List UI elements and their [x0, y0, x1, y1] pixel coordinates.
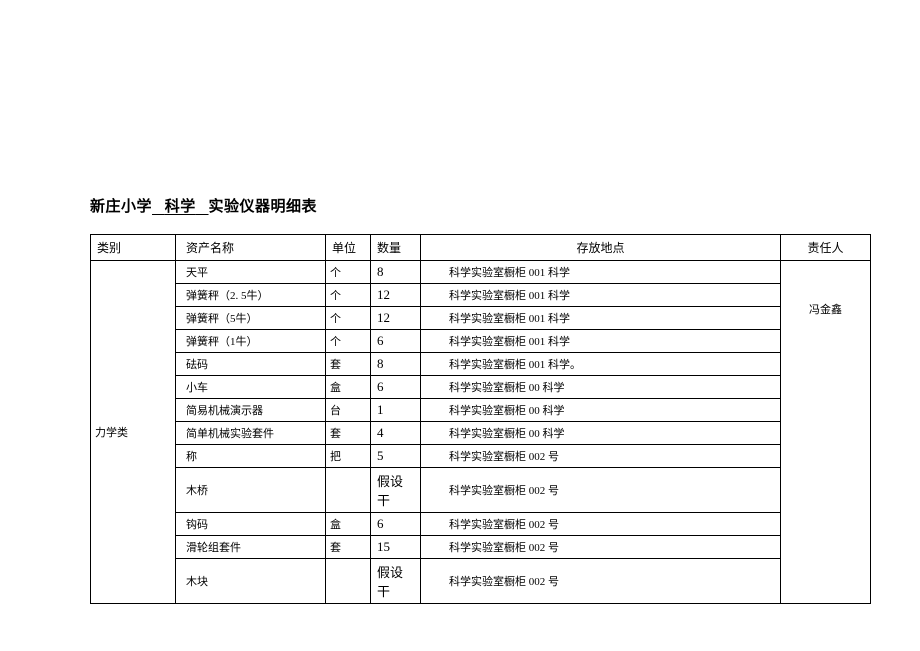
asset-location: 科学实验室橱柜 002 号 — [421, 513, 781, 536]
asset-unit: 个 — [326, 284, 371, 307]
page-title: 新庄小学 科学 实验仪器明细表 — [90, 195, 870, 216]
asset-name: 天平 — [176, 261, 326, 284]
asset-qty: 4 — [371, 422, 421, 445]
table-row: 钩码 盒 6 科学实验室橱柜 002 号 — [91, 513, 871, 536]
table-row: 弹簧秤（1牛） 个 6 科学实验室橱柜 001 科学 — [91, 330, 871, 353]
table-row: 简易机械演示器 台 1 科学实验室橱柜 00 科学 — [91, 399, 871, 422]
asset-name: 小车 — [176, 376, 326, 399]
asset-qty: 6 — [371, 330, 421, 353]
col-unit: 单位 — [326, 235, 371, 261]
table-row: 滑轮组套件 套 15 科学实验室橱柜 002 号 — [91, 536, 871, 559]
asset-qty: 12 — [371, 307, 421, 330]
asset-qty: 12 — [371, 284, 421, 307]
asset-unit: 把 — [326, 445, 371, 468]
asset-name: 弹簧秤（5牛） — [176, 307, 326, 330]
asset-qty: 5 — [371, 445, 421, 468]
asset-location: 科学实验室橱柜 001 科学 — [421, 261, 781, 284]
asset-location: 科学实验室橱柜 001 科学 — [421, 284, 781, 307]
title-school: 新庄小学 — [90, 199, 152, 215]
asset-name: 滑轮组套件 — [176, 536, 326, 559]
asset-qty: 1 — [371, 399, 421, 422]
col-category: 类别 — [91, 235, 176, 261]
table-row: 力学类 天平 个 8 科学实验室橱柜 001 科学 冯金鑫 — [91, 261, 871, 284]
responsible-cell: 冯金鑫 — [781, 261, 871, 604]
col-qty: 数量 — [371, 235, 421, 261]
asset-unit: 台 — [326, 399, 371, 422]
asset-location: 科学实验室橱柜 00 科学 — [421, 422, 781, 445]
asset-unit: 套 — [326, 353, 371, 376]
col-location: 存放地点 — [421, 235, 781, 261]
asset-qty: 6 — [371, 376, 421, 399]
asset-qty: 8 — [371, 353, 421, 376]
asset-unit: 套 — [326, 536, 371, 559]
asset-unit: 个 — [326, 330, 371, 353]
asset-name: 钩码 — [176, 513, 326, 536]
col-responsible: 责任人 — [781, 235, 871, 261]
header-row: 类别 资产名称 单位 数量 存放地点 责任人 — [91, 235, 871, 261]
asset-unit — [326, 468, 371, 513]
asset-name: 弹簧秤（1牛） — [176, 330, 326, 353]
asset-qty: 假设干 — [371, 559, 421, 604]
table-row: 弹簧秤（2. 5牛） 个 12 科学实验室橱柜 001 科学 — [91, 284, 871, 307]
asset-location: 科学实验室橱柜 001 科学。 — [421, 353, 781, 376]
table-row: 弹簧秤（5牛） 个 12 科学实验室橱柜 001 科学 — [91, 307, 871, 330]
asset-unit: 盒 — [326, 376, 371, 399]
title-suffix: 实验仪器明细表 — [209, 199, 318, 215]
asset-qty: 6 — [371, 513, 421, 536]
asset-unit: 盒 — [326, 513, 371, 536]
asset-name: 木桥 — [176, 468, 326, 513]
asset-location: 科学实验室橱柜 002 号 — [421, 536, 781, 559]
asset-unit: 个 — [326, 261, 371, 284]
equipment-table: 类别 资产名称 单位 数量 存放地点 责任人 力学类 天平 个 8 科学实验室橱… — [90, 234, 871, 604]
table-row: 砝码 套 8 科学实验室橱柜 001 科学。 — [91, 353, 871, 376]
table-row: 木块 假设干 科学实验室橱柜 002 号 — [91, 559, 871, 604]
col-name: 资产名称 — [176, 235, 326, 261]
category-cell: 力学类 — [91, 261, 176, 604]
asset-qty: 8 — [371, 261, 421, 284]
asset-location: 科学实验室橱柜 002 号 — [421, 559, 781, 604]
asset-qty: 假设干 — [371, 468, 421, 513]
asset-location: 科学实验室橱柜 00 科学 — [421, 399, 781, 422]
asset-name: 称 — [176, 445, 326, 468]
asset-name: 砝码 — [176, 353, 326, 376]
asset-location: 科学实验室橱柜 002 号 — [421, 445, 781, 468]
table-row: 简单机械实验套件 套 4 科学实验室橱柜 00 科学 — [91, 422, 871, 445]
asset-location: 科学实验室橱柜 00 科学 — [421, 376, 781, 399]
asset-location: 科学实验室橱柜 002 号 — [421, 468, 781, 513]
asset-name: 木块 — [176, 559, 326, 604]
asset-qty: 15 — [371, 536, 421, 559]
table-row: 木桥 假设干 科学实验室橱柜 002 号 — [91, 468, 871, 513]
title-subject: 科学 — [152, 199, 209, 215]
asset-location: 科学实验室橱柜 001 科学 — [421, 330, 781, 353]
asset-name: 简易机械演示器 — [176, 399, 326, 422]
asset-name: 弹簧秤（2. 5牛） — [176, 284, 326, 307]
asset-name: 简单机械实验套件 — [176, 422, 326, 445]
asset-unit: 套 — [326, 422, 371, 445]
asset-unit: 个 — [326, 307, 371, 330]
table-row: 小车 盒 6 科学实验室橱柜 00 科学 — [91, 376, 871, 399]
asset-unit — [326, 559, 371, 604]
asset-location: 科学实验室橱柜 001 科学 — [421, 307, 781, 330]
table-row: 称 把 5 科学实验室橱柜 002 号 — [91, 445, 871, 468]
